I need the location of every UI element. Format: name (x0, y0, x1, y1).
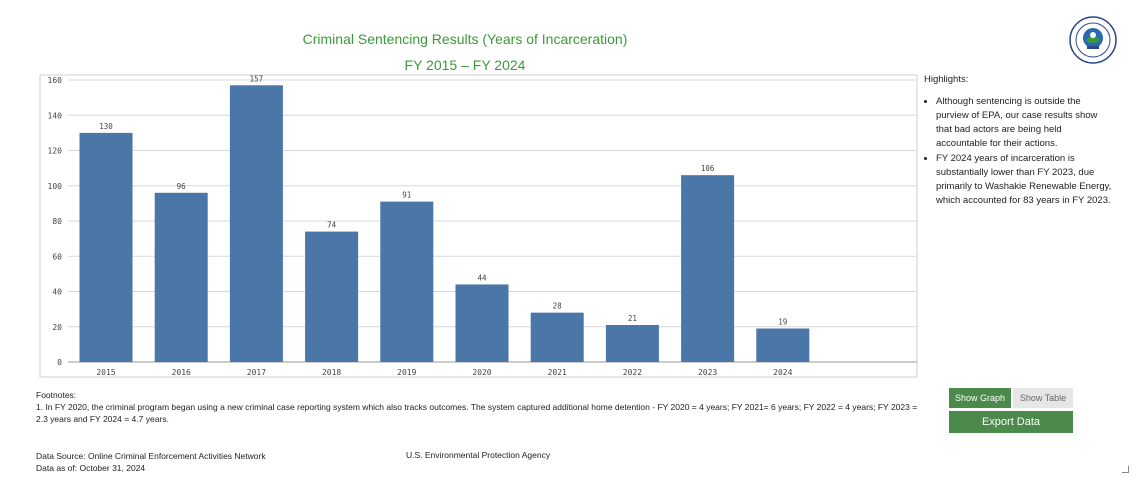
footnotes: Footnotes: 1. In FY 2020, the criminal p… (36, 389, 926, 425)
y-tick-label: 80 (52, 217, 62, 226)
data-label: 96 (177, 182, 187, 191)
bar (681, 175, 735, 362)
x-tick-label: 2019 (397, 368, 416, 377)
y-tick-label: 60 (52, 252, 62, 261)
highlights-list: Although sentencing is outside the purvi… (924, 95, 1114, 208)
show-graph-button[interactable]: Show Graph (949, 388, 1011, 408)
plot-frame (39, 74, 918, 378)
bar (229, 85, 283, 362)
y-tick-label: 160 (48, 76, 63, 85)
bars (79, 85, 810, 362)
bar (154, 192, 208, 362)
y-tick-label: 20 (52, 323, 62, 332)
bar (79, 132, 133, 362)
chart-title: Criminal Sentencing Results (Years of In… (302, 31, 628, 47)
data-label: 130 (99, 122, 113, 131)
x-tick-label: 2016 (172, 368, 191, 377)
data-label: 157 (250, 74, 264, 83)
bar (305, 231, 359, 362)
y-tick-label: 40 (52, 288, 62, 297)
resize-handle-icon[interactable] (1122, 466, 1129, 473)
show-table-button[interactable]: Show Table (1013, 388, 1073, 408)
agency-name: U.S. Environmental Protection Agency (406, 450, 551, 460)
y-tick-label: 140 (48, 111, 63, 120)
x-tick-label: 2015 (96, 368, 115, 377)
highlight-item: Although sentencing is outside the purvi… (936, 95, 1114, 151)
y-axis-ticks: 0 20 40 60 80 100 120 140 160 (48, 76, 63, 367)
x-tick-label: 2018 (322, 368, 341, 377)
x-tick-label: 2020 (472, 368, 491, 377)
y-tick-label: 0 (57, 358, 62, 367)
data-label: 44 (477, 273, 487, 282)
x-tick-label: 2017 (247, 368, 266, 377)
data-label: 106 (701, 164, 715, 173)
x-tick-label: 2021 (548, 368, 567, 377)
highlight-item: FY 2024 years of incarceration is substa… (936, 152, 1114, 208)
data-label: 28 (553, 302, 563, 311)
x-tick-label: 2022 (623, 368, 642, 377)
data-label: 91 (402, 191, 411, 200)
data-source: Data Source: Online Criminal Enforcement… (36, 451, 266, 461)
x-axis-ticks: 2015 2016 2017 2018 2019 2020 2021 2022 2023 2024 (96, 368, 792, 377)
bar (605, 324, 659, 362)
data-as-of: Data as of: October 31, 2024 (36, 463, 146, 473)
highlights-heading: Highlights: (924, 74, 969, 85)
data-source-block: Data Source: Online Criminal Enforcement… (36, 450, 266, 474)
bar (455, 284, 509, 362)
y-tick-label: 120 (48, 147, 63, 156)
footnote-text: 1. In FY 2020, the criminal program bega… (36, 402, 918, 424)
data-label: 74 (327, 221, 337, 230)
data-label: 21 (628, 314, 637, 323)
bar (756, 328, 810, 362)
bar (380, 201, 434, 362)
bar-chart: 0 20 40 60 80 100 120 140 160 130 96 157 74 91 44 28 21… (39, 74, 918, 378)
export-data-button[interactable]: Export Data (949, 411, 1073, 433)
y-tick-label: 100 (48, 182, 63, 191)
highlights-panel: Highlights: Although sentencing is outsi… (924, 73, 1114, 209)
footnotes-heading: Footnotes: (36, 390, 77, 400)
bar (530, 312, 584, 362)
data-labels: 130 96 157 74 91 44 28 21 106 19 (99, 74, 787, 326)
chart-subtitle: FY 2015 – FY 2024 (404, 57, 526, 73)
data-label: 19 (778, 318, 787, 327)
x-tick-label: 2023 (698, 368, 717, 377)
x-tick-label: 2024 (773, 368, 792, 377)
epa-seal-icon (1069, 16, 1117, 64)
